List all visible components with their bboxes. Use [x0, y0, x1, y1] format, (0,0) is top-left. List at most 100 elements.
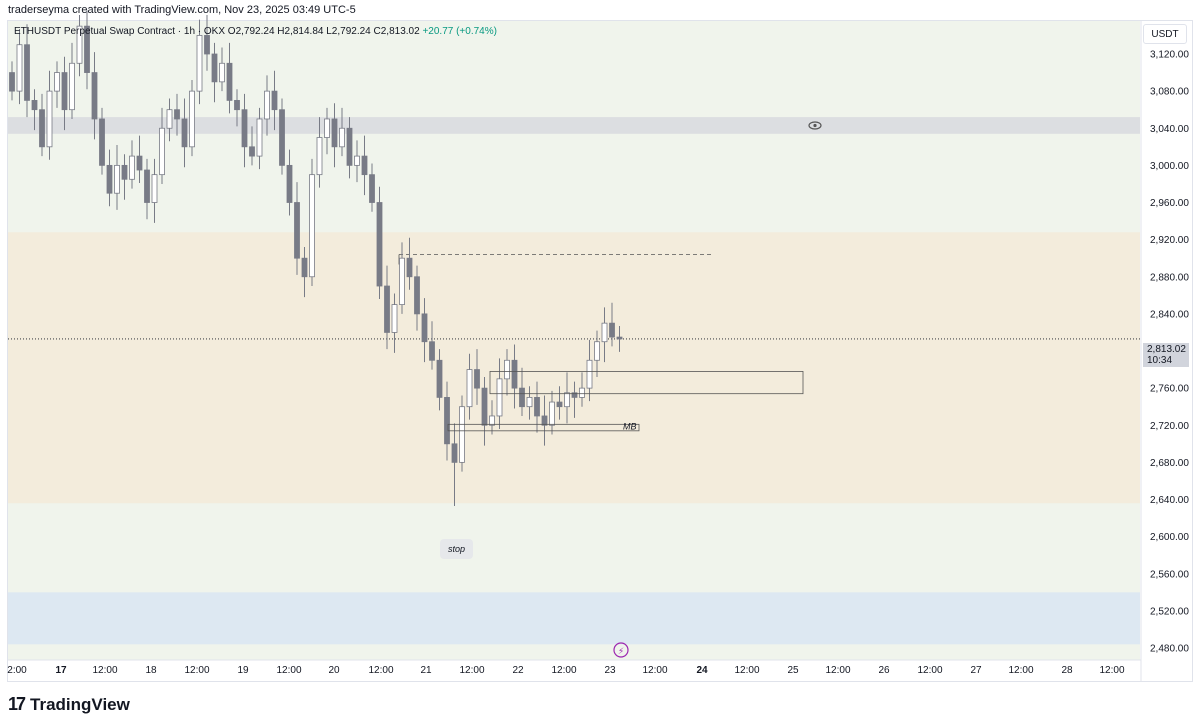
y-tick-label: 2,960.00	[1150, 198, 1189, 209]
candle-body	[114, 164, 120, 194]
candle-body	[174, 109, 180, 120]
y-tick-label: 2,680.00	[1150, 458, 1189, 469]
stop-annotation-bg[interactable]	[440, 539, 473, 559]
candle-body	[84, 25, 90, 73]
change-value: +20.77 (+0.74%)	[422, 26, 497, 37]
candle-body	[76, 25, 83, 64]
x-tick-label: 12:00	[184, 665, 209, 676]
candle-body	[556, 401, 563, 408]
candle-body	[526, 397, 533, 408]
candle-body	[121, 164, 128, 180]
candle-body	[249, 146, 255, 157]
x-tick-label: 12:00	[276, 665, 301, 676]
eye-icon-pupil	[813, 123, 817, 128]
candle-body	[339, 127, 345, 148]
candle-body	[204, 35, 210, 55]
candle-body	[384, 285, 390, 333]
y-tick-label: 2,560.00	[1150, 569, 1189, 580]
tradingview-logo-icon: 17	[8, 694, 26, 714]
currency-button[interactable]: USDT	[1143, 24, 1187, 44]
x-tick-label: 25	[787, 665, 799, 676]
stop-annotation-label: stop	[448, 544, 465, 554]
candle-body	[54, 72, 60, 92]
order-block-box[interactable]	[489, 371, 804, 395]
open-value: O2,792.24	[227, 26, 275, 37]
candle-body	[414, 276, 420, 315]
candle-body	[144, 169, 150, 203]
candle-body	[391, 304, 398, 333]
candle-body	[496, 378, 503, 417]
candle-body	[429, 341, 435, 361]
candle-body	[159, 127, 165, 176]
y-tick-label: 3,120.00	[1150, 50, 1189, 61]
y-tick-label: 3,080.00	[1150, 87, 1189, 98]
candle-body	[399, 257, 405, 305]
lightning-icon[interactable]	[613, 642, 629, 658]
candle-body	[369, 174, 375, 203]
zone-orange	[8, 232, 1140, 504]
candle-body	[549, 401, 555, 426]
candle-body	[571, 392, 578, 398]
candle-body	[39, 109, 45, 148]
candle-body	[436, 359, 443, 398]
y-tick-label: 2,720.00	[1150, 421, 1189, 432]
zone-supply	[8, 117, 1140, 134]
y-tick-label: 3,000.00	[1150, 161, 1189, 172]
mb-box[interactable]	[447, 423, 640, 432]
x-tick-label: 12:00	[642, 665, 667, 676]
candle-body	[99, 118, 105, 166]
candle-body	[541, 415, 548, 426]
candle-body	[256, 118, 263, 157]
x-tick-label: 28	[1061, 665, 1073, 676]
candle-body	[226, 62, 233, 101]
x-tick-label: 20	[328, 665, 340, 676]
x-tick-label: 12:00	[551, 665, 576, 676]
candle-body	[46, 90, 53, 148]
candle-body	[241, 109, 248, 148]
tradingview-logo[interactable]: 17 TradingView	[8, 694, 130, 715]
candle-body	[594, 341, 600, 361]
symbol-title[interactable]: ETHUSDT Perpetual Swap Contract · 1h · O…	[14, 26, 226, 37]
candle-body	[91, 72, 98, 120]
candle-body	[331, 118, 338, 148]
symbol-legend: ETHUSDT Perpetual Swap Contract · 1h · O…	[14, 26, 497, 37]
candle-body	[151, 174, 158, 203]
candle-body	[451, 443, 458, 463]
candle-body	[234, 100, 240, 111]
close-value: C2,813.02	[373, 26, 420, 37]
candle-body	[489, 415, 495, 426]
candle-body	[376, 202, 383, 287]
x-tick-label: 12:00	[1099, 665, 1124, 676]
lightning-glyph: ⚡	[618, 647, 624, 657]
candle-body	[69, 62, 75, 111]
candle-body	[466, 369, 473, 408]
x-tick-label: 26	[878, 665, 890, 676]
x-tick-label: 12:00	[368, 665, 393, 676]
current-price-tag: 2,813.02 10:34	[1143, 343, 1189, 367]
candle-body	[16, 44, 23, 92]
candle-body	[189, 90, 195, 148]
x-tick-label: 12:00	[825, 665, 850, 676]
x-tick-label: 12:00	[459, 665, 484, 676]
x-tick-label: 12:00	[917, 665, 942, 676]
candle-body	[129, 155, 135, 180]
candle-body	[264, 90, 270, 120]
candle-body	[279, 109, 285, 166]
x-tick-label: 12:00	[734, 665, 759, 676]
created-by-text: traderseyma created with TradingView.com…	[8, 4, 356, 16]
y-tick-label: 2,920.00	[1150, 235, 1189, 246]
x-tick-label: 27	[970, 665, 982, 676]
x-tick-label: 12:00	[1008, 665, 1033, 676]
candle-body	[616, 336, 623, 340]
candle-body	[181, 118, 188, 148]
eye-icon[interactable]	[808, 121, 822, 130]
candle-body	[579, 387, 585, 398]
x-tick-label: 24	[696, 665, 708, 676]
candle-body	[481, 387, 488, 426]
candle-body	[219, 62, 225, 83]
candle-body	[61, 72, 68, 111]
candle-body	[211, 53, 218, 83]
candle-body	[196, 35, 203, 92]
low-value: L2,792.24	[326, 26, 371, 37]
